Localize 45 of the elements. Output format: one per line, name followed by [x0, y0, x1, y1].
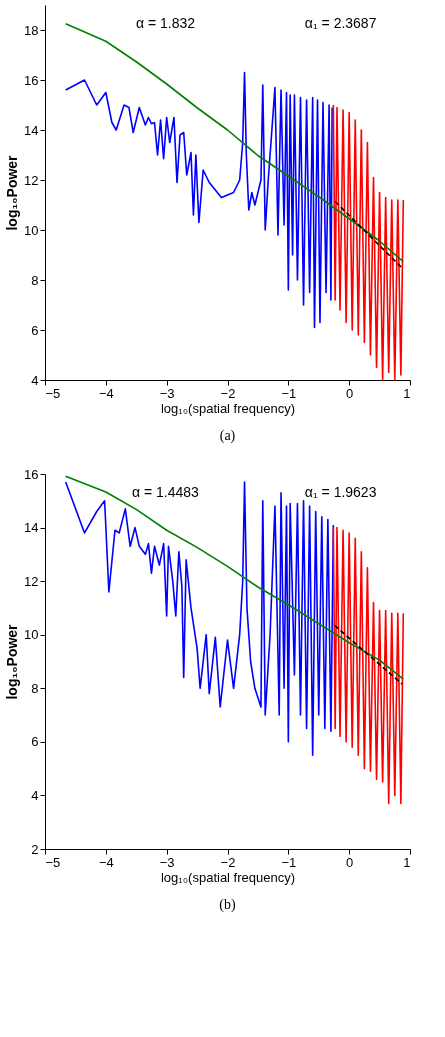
x-tick-label: 0: [346, 385, 354, 401]
x-axis-title: log₁₀(spatial frequency): [160, 400, 296, 416]
x-tick-label: −5: [45, 854, 61, 870]
x-tick-label: 1: [403, 385, 411, 401]
x-axis-title: log₁₀(spatial frequency): [160, 869, 296, 885]
line-series: [332, 104, 405, 381]
y-tick-label: 8: [31, 272, 39, 288]
y-tick-label: 14: [24, 520, 39, 536]
x-tick-label: −3: [159, 854, 175, 870]
annotation: α₁ = 1.9623: [304, 483, 377, 500]
annotation: α₁ = 2.3687: [304, 14, 377, 31]
y-tick-label: 10: [24, 627, 39, 643]
x-tick-label: 1: [403, 854, 411, 870]
y-tick-label: 12: [24, 573, 39, 589]
y-tick-label: 14: [24, 122, 39, 138]
y-tick-label: 10: [24, 222, 39, 238]
y-axis-title: log₁₀Power: [4, 623, 21, 700]
y-axis-title: log₁₀Power: [4, 154, 21, 231]
line-series: [64, 71, 333, 329]
y-tick-label: 4: [31, 372, 39, 388]
annotation: α = 1.832: [135, 14, 196, 31]
y-tick-label: 18: [24, 22, 39, 38]
y-tick-label: 6: [31, 322, 39, 338]
y-tick-label: 4: [31, 787, 39, 803]
x-tick-label: −2: [220, 385, 236, 401]
x-tick-label: −2: [220, 854, 236, 870]
line-series: [332, 526, 405, 805]
y-tick-label: 6: [31, 734, 39, 750]
y-tick-label: 16: [24, 466, 39, 482]
x-tick-label: 0: [346, 854, 354, 870]
line-series: [64, 475, 405, 680]
text: (b): [219, 897, 236, 913]
line-series: [64, 481, 335, 757]
x-tick-label: −3: [159, 385, 175, 401]
y-tick-label: 16: [24, 72, 39, 88]
y-tick-label: 8: [31, 680, 39, 696]
annotation: α = 1.4483: [132, 483, 200, 500]
x-tick-label: −1: [281, 385, 297, 401]
x-tick-label: −4: [98, 854, 114, 870]
x-tick-label: −5: [45, 385, 61, 401]
text: (a): [219, 428, 236, 444]
x-tick-label: −1: [281, 854, 297, 870]
y-tick-label: 2: [31, 841, 39, 857]
x-tick-label: −4: [98, 385, 114, 401]
y-tick-label: 12: [24, 172, 39, 188]
